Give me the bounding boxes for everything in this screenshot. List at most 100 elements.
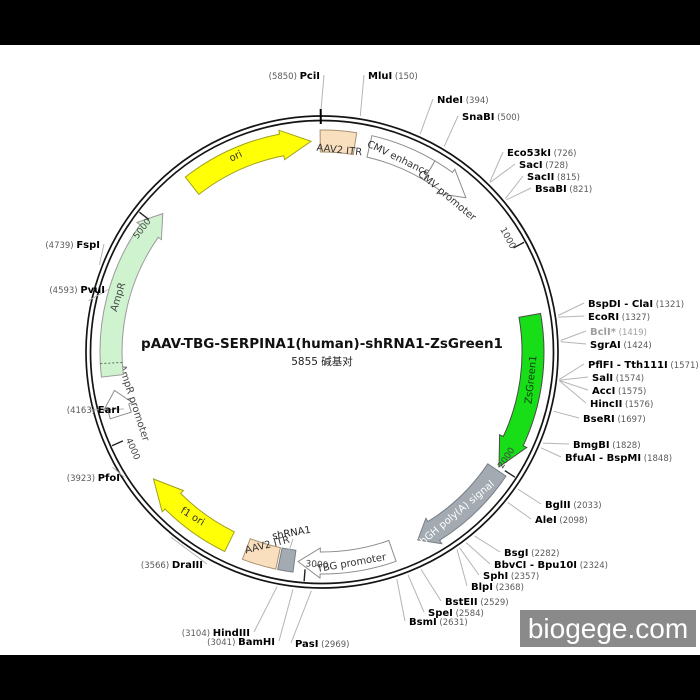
restriction-site-label-BclI: BclI* (1419) [590, 327, 647, 338]
tick-mark-5000 [138, 211, 150, 221]
site-leader-NdeI [419, 98, 434, 135]
restriction-site-label-HincII: HincII (1576) [590, 399, 653, 410]
site-leader-SalI [559, 376, 589, 381]
restriction-site-label-SpeI: SpeI (2584) [428, 608, 484, 619]
site-leader-PflFITth111I [559, 363, 585, 380]
restriction-site-label-BseRI: BseRI (1697) [583, 414, 646, 425]
site-leader-SnaBI [443, 115, 459, 147]
site-leader-BmgBI [542, 442, 570, 445]
site-leader-BsgI [474, 535, 501, 553]
feature-arc-shrna1 [277, 547, 297, 573]
restriction-site-label-EarI: (4163) EarI [67, 405, 120, 416]
restriction-site-label-PasI: PasI (2969) [295, 639, 349, 650]
restriction-site-label-BbvCIBpu10I: BbvCI - Bpu10I (2324) [494, 560, 608, 571]
feature-label-aav2-itr-5p: AAV2 ITR [316, 143, 363, 159]
feature-arc-tbg-promoter [297, 539, 397, 579]
site-leader-Eco53kI [489, 151, 504, 183]
restriction-site-label-BamHI: (3041) BamHI [207, 637, 275, 648]
site-leader-BstEII [420, 569, 442, 602]
site-leader-FspI [98, 243, 105, 266]
backbone-inner-circle [89, 119, 555, 585]
site-leader-SpeI [407, 574, 425, 613]
feature-arc-ampr-promoter [102, 389, 134, 420]
site-leader-BsmI [396, 578, 406, 622]
restriction-site-label-AleI: AleI (2098) [535, 515, 588, 526]
restriction-site-label-BglII: BglII (2033) [545, 500, 602, 511]
tick-mark-2000 [504, 470, 516, 478]
restriction-site-label-PfoI: (3923) PfoI [67, 473, 120, 484]
restriction-site-label-SphI: SphI (2357) [483, 571, 539, 582]
restriction-site-label-MluI: MluI (150) [368, 71, 418, 82]
tick-mark-4000 [111, 440, 124, 447]
site-leader-BfuAIBspMI [540, 447, 562, 458]
restriction-site-label-BsaBI: BsaBI (821) [535, 184, 592, 195]
restriction-site-label-Eco53kI: Eco53kI (726) [507, 148, 576, 159]
feature-label-hgh-polya: hGH poly(A) signal [418, 479, 497, 547]
feature-arc-f1-ori [152, 478, 235, 553]
site-leader-SacII [505, 175, 524, 200]
restriction-site-label-AccI: AccI (1575) [592, 386, 646, 397]
site-leader-BamHI [278, 589, 294, 642]
feature-arc-zsgreen1 [498, 312, 545, 468]
site-leader-BglII [517, 488, 542, 505]
restriction-site-label-BlpI: BlpI (2368) [471, 582, 524, 593]
restriction-site-label-SgrAI: SgrAI (1424) [590, 340, 652, 351]
restriction-site-label-EcoRI: EcoRI (1327) [588, 312, 650, 323]
restriction-site-label-BspDIClaI: BspDI - ClaI (1321) [588, 299, 684, 310]
restriction-site-label-BstEII: BstEII (2529) [445, 597, 509, 608]
tick-label-3000: 3000 [305, 559, 329, 571]
site-leader-MluI [359, 74, 365, 117]
feature-arc-ori [184, 129, 313, 196]
feature-pointer-shrna1 [288, 538, 294, 552]
site-leader-DraIII [170, 536, 208, 565]
site-leader-SacI [490, 163, 516, 183]
restriction-site-label-BsmI: BsmI (2631) [409, 617, 468, 628]
site-leader-HindIII [253, 586, 278, 633]
site-leader-SphI [458, 547, 480, 576]
restriction-site-label-PflFITth111I: PflFI - Tth111I (1571) [588, 360, 699, 371]
site-leader-AccI [559, 380, 589, 391]
letterbox-top [0, 0, 700, 45]
site-leader-BseRI [553, 410, 580, 419]
site-leader-PasI [290, 590, 312, 644]
site-leader-BclI [560, 330, 587, 341]
restriction-site-label-HindIII: (3104) HindIII [182, 628, 250, 639]
site-leader-EarI [90, 408, 125, 411]
tick-label-1000: 1000 [497, 226, 517, 251]
watermark: biogege.com [520, 610, 696, 647]
feature-arc-aav2-itr-5p [319, 129, 358, 156]
site-leader-PfoI [112, 466, 125, 478]
restriction-site-label-BmgBI: BmgBI (1828) [573, 440, 641, 451]
feature-label-zsgreen1: ZsGreen1 [523, 355, 539, 405]
site-leader-PciI [320, 74, 325, 114]
restriction-site-label-BsgI: BsgI (2282) [504, 548, 559, 559]
restriction-site-label-SacII: SacII (815) [527, 172, 580, 183]
restriction-site-label-PciI: (5850) PciI [269, 71, 320, 82]
feature-arc-cmv-promoter [423, 160, 467, 199]
site-leader-BspDIClaI [557, 302, 585, 316]
site-leader-PvuI [88, 288, 110, 302]
feature-arc-hgh-polya [417, 463, 507, 545]
restriction-site-label-SalI: SalI (1574) [592, 373, 644, 384]
restriction-site-label-NdeI: NdeI (394) [437, 95, 489, 106]
site-leader-BbvCIBpu10I [465, 542, 491, 565]
feature-label-ori: ori [228, 149, 244, 164]
backbone-outer-circle [85, 115, 559, 589]
restriction-site-label-FspI: (4739) FspI [45, 240, 100, 251]
site-leader-BlpI [456, 549, 468, 587]
feature-arc-ampr [99, 212, 164, 378]
site-leader-HincII [558, 380, 587, 404]
site-leader-BsaBI [506, 187, 532, 201]
restriction-site-label-SacI: SacI (728) [519, 160, 568, 171]
tick-mark-3000 [303, 569, 306, 582]
tick-label-4000: 4000 [123, 437, 142, 462]
site-leader-AleI [507, 501, 532, 520]
site-leader-EcoRI [558, 315, 585, 318]
restriction-site-label-SnaBI: SnaBI (500) [462, 112, 520, 123]
letterbox-bottom [0, 655, 700, 700]
site-leader-SgrAI [560, 341, 587, 345]
restriction-site-label-PvuI: (4593) PvuI [49, 285, 105, 296]
tick-mark-1000 [513, 241, 525, 249]
